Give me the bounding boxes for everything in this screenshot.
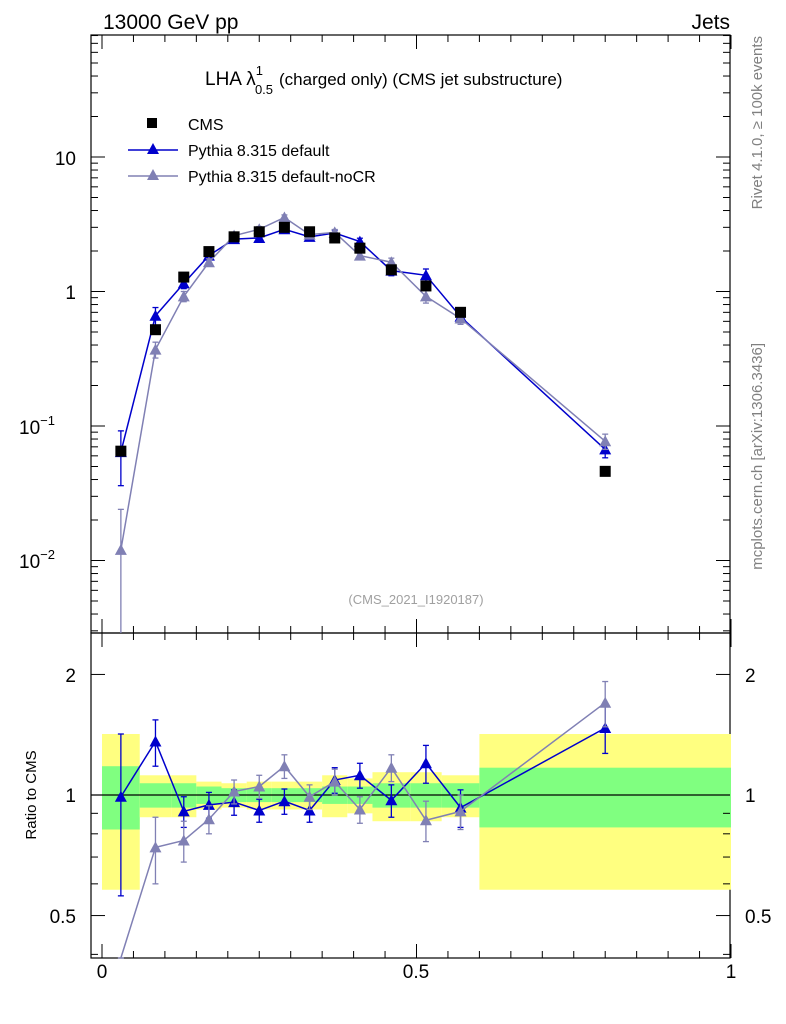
- ratio-point-default: [149, 735, 162, 747]
- ratio-point-default: [253, 804, 266, 816]
- main-point-nocr: [419, 290, 432, 302]
- ratio-tick-label-0.5-right: 0.5: [745, 907, 771, 928]
- legend-label-cms: CMS: [188, 117, 224, 134]
- ratio-point-nocr: [599, 696, 612, 708]
- cms-data-point: [115, 445, 127, 457]
- y-tick-label-0.1-exp: −1: [40, 413, 55, 428]
- cms-data-point: [304, 226, 316, 238]
- ratio-point-nocr: [353, 803, 366, 815]
- y-tick-label-0.1: 10−1: [19, 413, 55, 439]
- ratio-point-nocr: [385, 761, 398, 773]
- ratio-point-nocr: [177, 834, 190, 846]
- ratio-y-tick-labels: 2 1 0.5 2 1 0.5: [50, 666, 772, 928]
- x-tick-label-1: 1: [726, 962, 737, 983]
- x-tick-label-0: 0: [97, 962, 108, 983]
- ratio-point-nocr: [454, 805, 467, 817]
- y-tick-label-0.01: 10−2: [19, 547, 55, 573]
- ratio-point-nocr: [253, 780, 266, 792]
- analysis-watermark: (CMS_2021_I1920187): [348, 592, 483, 607]
- ratio-point-nocr: [303, 790, 316, 802]
- y-tick-label-0.01-exp: −2: [40, 547, 55, 562]
- plot-title-rest: (charged only) (CMS jet substructure): [279, 70, 562, 89]
- main-panel-frame: [90, 34, 731, 634]
- cms-data-point: [354, 242, 366, 254]
- cms-data-point: [228, 231, 240, 243]
- plot-title-main: LHA λ: [205, 69, 256, 90]
- main-line-nocr: [120, 216, 606, 550]
- ratio-tick-label-1-left: 1: [65, 786, 76, 807]
- main-point-default: [419, 269, 432, 281]
- ratio-point-default: [177, 805, 190, 817]
- cms-data-point: [329, 232, 341, 244]
- main-point-nocr: [599, 435, 612, 447]
- ratio-point-nocr: [149, 841, 162, 853]
- legend-label-nocr: Pythia 8.315 default-noCR: [188, 169, 376, 186]
- x-tick-labels: 0 0.5 1: [97, 962, 737, 983]
- plot-title-sup: 1: [256, 63, 263, 78]
- ratio-point-default: [114, 790, 127, 802]
- cms-data-point: [178, 271, 190, 283]
- data-series: [114, 211, 612, 959]
- cms-data-point: [149, 324, 161, 336]
- ratio-point-default: [278, 795, 291, 807]
- main-point-default: [253, 231, 266, 243]
- legend-marker-default: [147, 143, 159, 154]
- header-left: 13000 GeV pp: [103, 11, 238, 34]
- header-right: Jets: [691, 11, 730, 34]
- ratio-point-nocr: [202, 813, 215, 825]
- main-point-nocr: [149, 343, 162, 355]
- plot-title-sub: 0.5: [255, 82, 273, 97]
- x-tick-label-0.5: 0.5: [403, 962, 429, 983]
- ratio-point-default: [353, 769, 366, 781]
- ratio-point-default: [202, 798, 215, 810]
- cms-data-point: [203, 246, 215, 258]
- legend-marker-nocr: [147, 169, 159, 180]
- stat-uncertainty-band: [479, 767, 731, 828]
- cms-data-point: [278, 221, 290, 233]
- cms-data-point: [385, 264, 397, 276]
- ratio-point-nocr: [228, 785, 241, 797]
- ratio-point-default: [385, 794, 398, 806]
- main-point-nocr: [177, 290, 190, 302]
- plot-title: LHA λ1 0.5 (charged only) (CMS jet substru…: [205, 63, 562, 97]
- side-text-bottom: mcplots.cern.ch [arXiv:1306.3436]: [749, 343, 766, 570]
- ratio-y-axis-label: Ratio to CMS: [23, 750, 40, 839]
- main-y-tick-labels: 10 1 10−1 10−2: [19, 149, 76, 573]
- cms-data-point: [599, 465, 611, 477]
- uncertainty-bands: [91, 734, 731, 890]
- y-tick-label-1: 1: [65, 283, 76, 304]
- ratio-point-nocr: [328, 775, 341, 787]
- legend-marker-cms: [147, 118, 157, 128]
- main-point-nocr: [278, 211, 291, 223]
- ratio-tick-label-0.5-left: 0.5: [50, 907, 76, 928]
- main-point-nocr: [114, 543, 127, 555]
- main-point-nocr: [454, 312, 467, 324]
- ratio-tick-label-1-right: 1: [745, 786, 756, 807]
- cms-data-point: [253, 226, 265, 238]
- cms-data-point: [455, 306, 467, 318]
- ratio-point-default: [419, 757, 432, 769]
- main-point-nocr: [353, 249, 366, 261]
- legend: CMS Pythia 8.315 default Pythia 8.315 de…: [128, 117, 376, 186]
- main-point-default: [149, 309, 162, 321]
- ratio-point-nocr: [419, 814, 432, 826]
- ratio-line-default: [120, 727, 606, 813]
- cms-data-point: [420, 280, 432, 292]
- y-tick-label-10: 10: [55, 149, 76, 170]
- main-line-default: [120, 228, 606, 453]
- side-text-top: Rivet 4.1.0, ≥ 100k events: [749, 36, 766, 209]
- ratio-tick-label-2-left: 2: [65, 666, 76, 687]
- ratio-tick-label-2-right: 2: [745, 666, 756, 687]
- legend-label-default: Pythia 8.315 default: [188, 143, 330, 160]
- axes: [91, 35, 732, 958]
- ratio-point-nocr: [278, 760, 291, 772]
- y-tick-label-0.1-base: 10: [19, 418, 40, 439]
- y-tick-label-0.01-base: 10: [19, 552, 40, 573]
- ratio-line-nocr: [120, 702, 606, 959]
- ratio-point-default: [599, 721, 612, 733]
- main-point-nocr: [202, 256, 215, 268]
- main-point-default: [177, 277, 190, 289]
